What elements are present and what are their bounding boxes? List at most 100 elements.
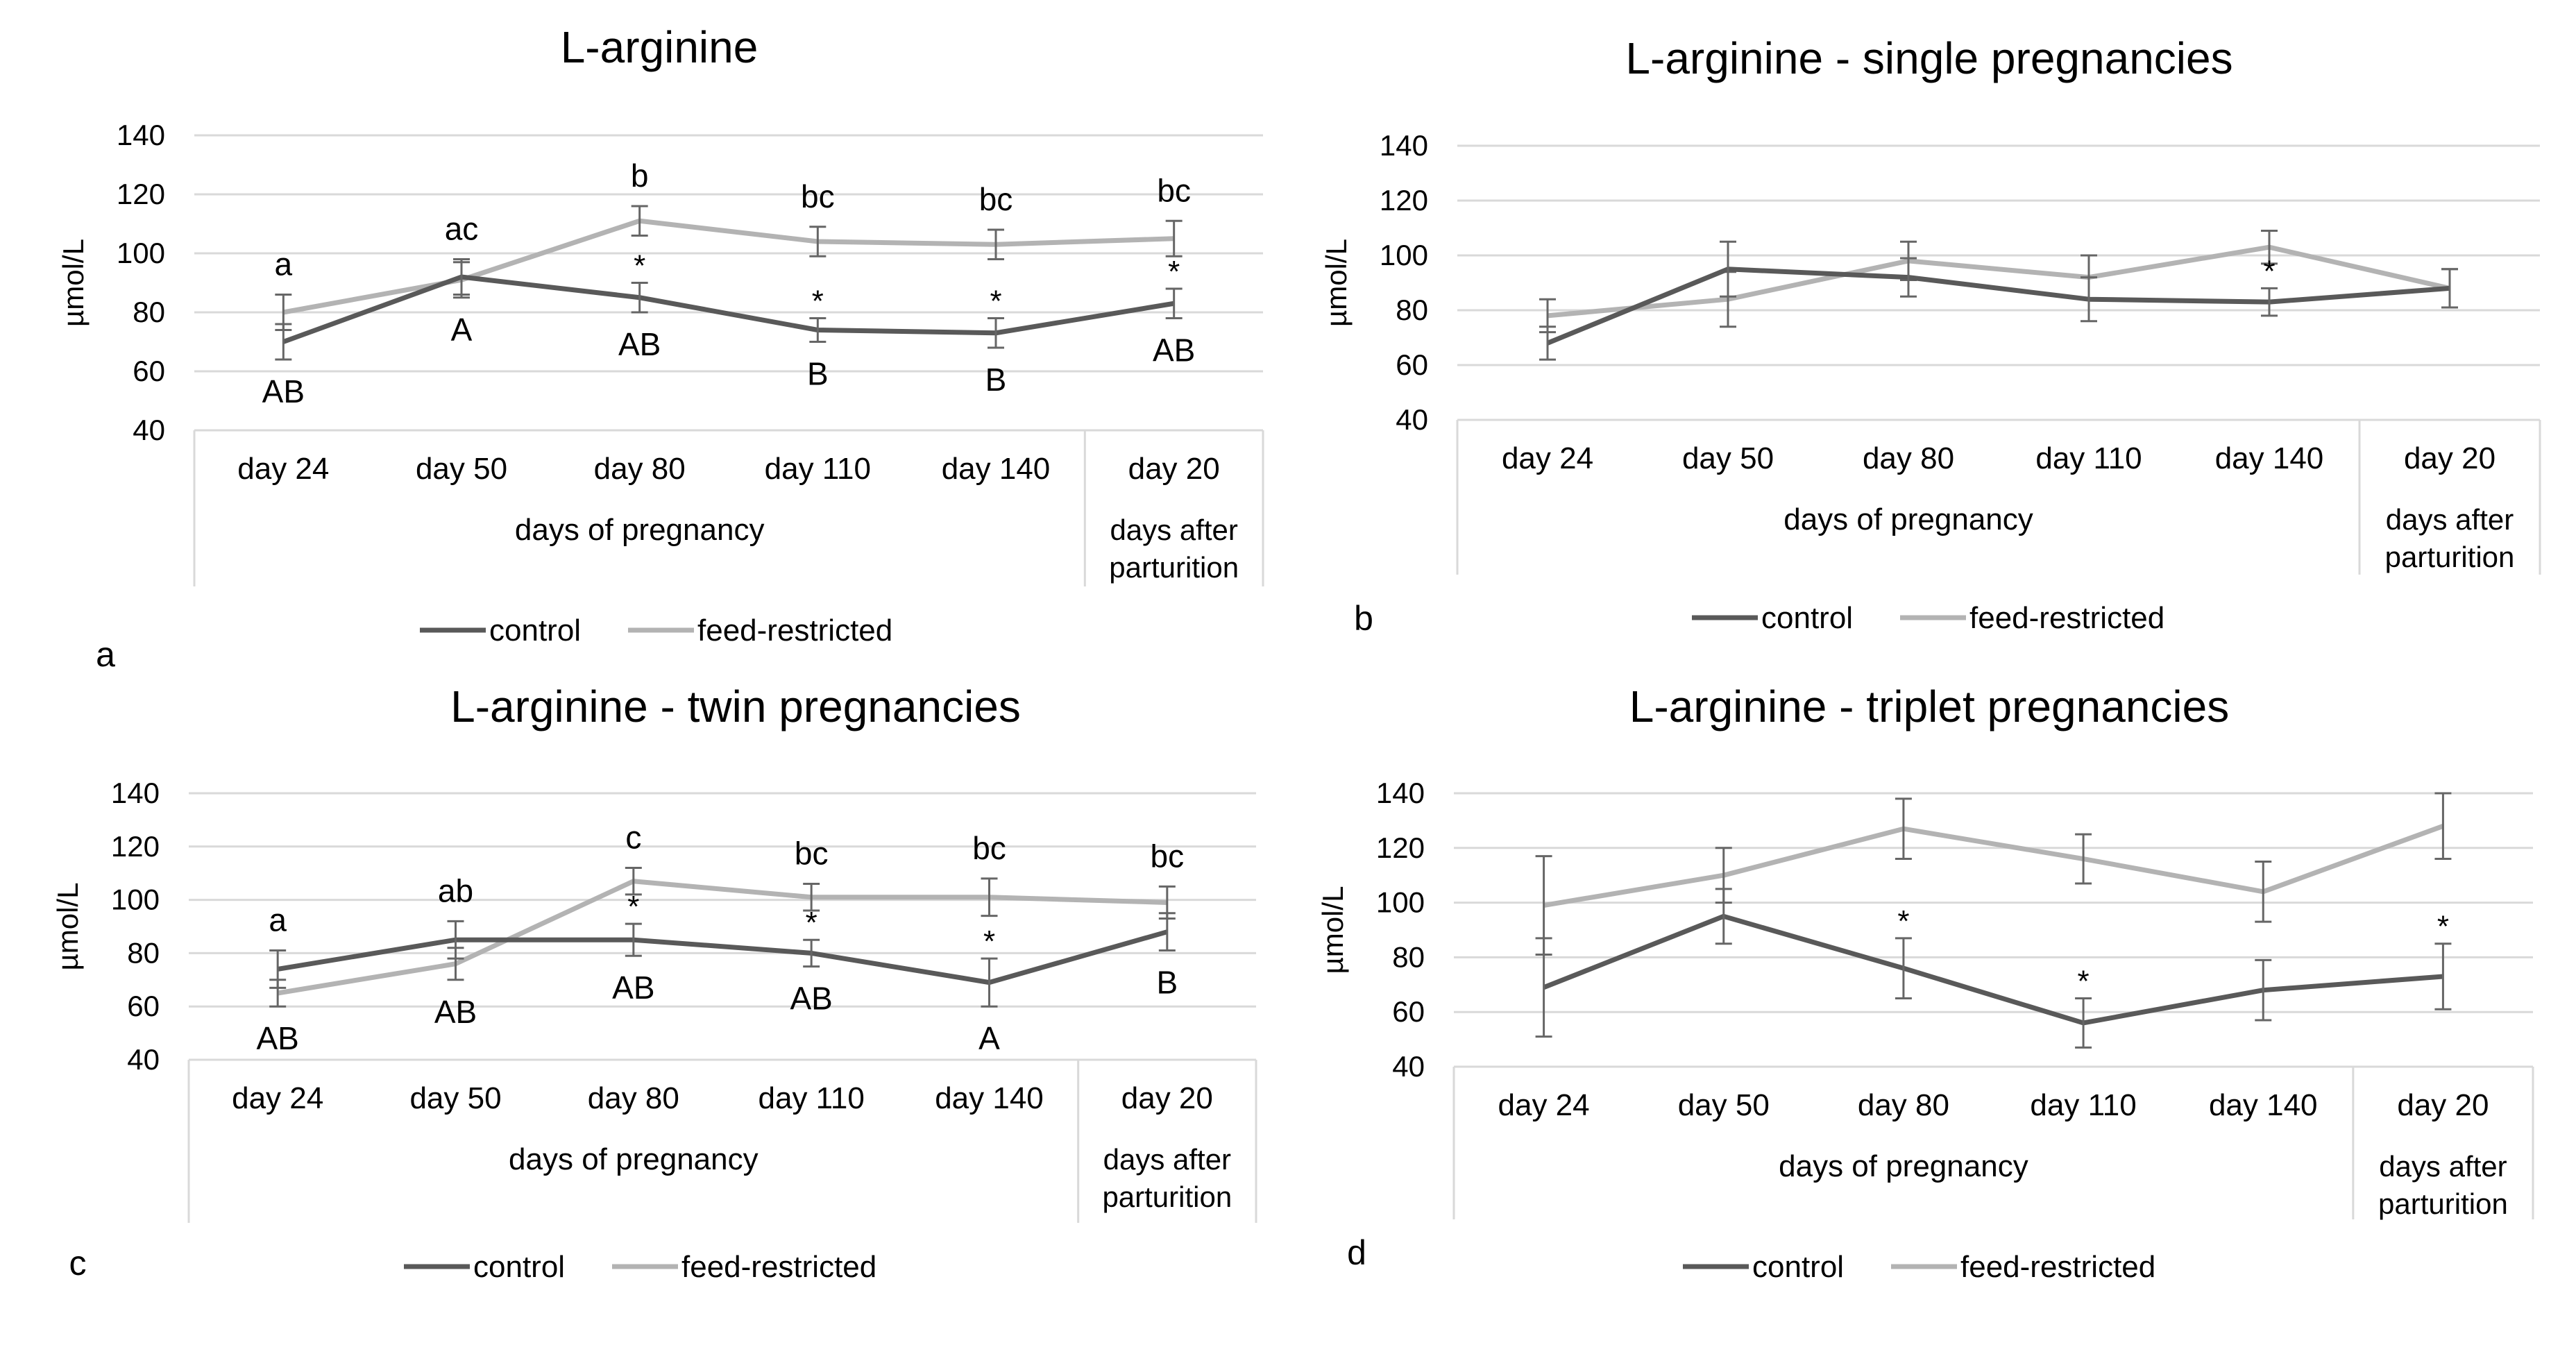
error-bar bbox=[1165, 219, 1183, 257]
series-line-control bbox=[282, 274, 1175, 344]
group-label-parturition-line1: days after bbox=[1103, 1143, 1231, 1176]
significance-asterisk: * bbox=[2078, 965, 2090, 999]
series-line-feed-restricted bbox=[1547, 244, 2450, 319]
significance-asterisk: * bbox=[627, 890, 639, 924]
significance-asterisk: * bbox=[2263, 254, 2275, 288]
error-bar bbox=[2434, 792, 2452, 861]
x-tick-label: day 80 bbox=[1863, 441, 1954, 475]
feed-restricted-annotation: ac bbox=[445, 211, 479, 247]
group-label-pregnancy: days of pregnancy bbox=[509, 1142, 759, 1176]
y-tick-label: 140 bbox=[1376, 777, 1425, 809]
error-bar bbox=[1539, 325, 1556, 361]
group-label-parturition-line2: parturition bbox=[1102, 1181, 1232, 1213]
x-tick-label: day 24 bbox=[1498, 1088, 1590, 1122]
y-tick-label: 100 bbox=[117, 237, 165, 269]
legend-label-control: control bbox=[1752, 1250, 1844, 1284]
x-tick-label: day 140 bbox=[942, 452, 1051, 486]
control-annotation: A bbox=[978, 1020, 1000, 1056]
group-label-parturition-line1: days after bbox=[2386, 503, 2514, 536]
feed-restricted-annotation: bc bbox=[979, 181, 1013, 217]
error-bar bbox=[625, 867, 642, 896]
group-label-pregnancy: days of pregnancy bbox=[1779, 1149, 2028, 1183]
significance-asterisk: * bbox=[2437, 910, 2449, 944]
panel-label: d bbox=[1347, 1233, 1366, 1272]
feed-restricted-annotation: b bbox=[631, 158, 649, 194]
significance-asterisk: * bbox=[634, 249, 645, 283]
group-label-pregnancy: days of pregnancy bbox=[515, 513, 765, 547]
error-bar bbox=[809, 226, 827, 257]
x-tick-label: day 20 bbox=[1128, 452, 1220, 486]
chart-title: L-arginine - twin pregnancies bbox=[450, 682, 1021, 731]
significance-asterisk: * bbox=[806, 906, 817, 940]
legend-label-feed-restricted: feed-restricted bbox=[1960, 1250, 2155, 1284]
panel-label: c bbox=[69, 1244, 87, 1283]
y-tick-label: 80 bbox=[1392, 940, 1425, 973]
y-tick-label: 100 bbox=[111, 883, 160, 916]
y-tick-label: 120 bbox=[111, 830, 160, 863]
error-bar bbox=[2255, 958, 2272, 1022]
x-tick-label: day 110 bbox=[765, 452, 871, 486]
control-annotation: B bbox=[1156, 965, 1178, 1001]
error-bar bbox=[988, 228, 1004, 260]
group-label-parturition-line1: days after bbox=[1110, 514, 1237, 546]
control-annotation: AB bbox=[1153, 332, 1195, 369]
y-tick-label: 60 bbox=[133, 355, 165, 387]
error-bar bbox=[803, 938, 820, 968]
error-bar bbox=[988, 317, 1004, 349]
control-annotation: AB bbox=[612, 970, 654, 1006]
error-bar bbox=[2261, 229, 2278, 265]
feed-restricted-annotation: c bbox=[625, 820, 641, 856]
legend-label-control: control bbox=[489, 614, 581, 648]
error-bar bbox=[981, 877, 998, 917]
y-tick-label: 80 bbox=[133, 296, 165, 328]
control-annotation: A bbox=[451, 312, 473, 348]
error-bar bbox=[803, 883, 820, 912]
error-bar bbox=[1895, 937, 1912, 999]
legend: control feed-restricted bbox=[404, 1250, 876, 1284]
error-bar bbox=[1895, 797, 1912, 861]
feed-restricted-annotation: bc bbox=[972, 830, 1006, 866]
series-line-control bbox=[1546, 267, 2450, 346]
group-label-pregnancy: days of pregnancy bbox=[1783, 502, 2033, 536]
feed-restricted-annotation: bc bbox=[801, 178, 835, 214]
y-tick-label: 140 bbox=[1380, 129, 1428, 162]
legend-label-control: control bbox=[473, 1250, 565, 1284]
y-axis-label: µmol/L bbox=[1316, 886, 1349, 974]
y-tick-label: 140 bbox=[117, 119, 165, 151]
error-bar bbox=[1158, 912, 1176, 952]
x-tick-label: day 20 bbox=[2404, 441, 2496, 475]
error-bar bbox=[269, 949, 287, 989]
legend: control feed-restricted bbox=[420, 614, 892, 648]
group-label-parturition-line2: parturition bbox=[1109, 551, 1239, 584]
x-tick-label: day 50 bbox=[409, 1081, 501, 1115]
y-tick-label: 40 bbox=[1392, 1050, 1425, 1083]
group-label-parturition-line2: parturition bbox=[2378, 1187, 2508, 1220]
x-tick-label: day 20 bbox=[1121, 1081, 1213, 1115]
control-annotation: B bbox=[985, 362, 1007, 398]
y-axis-label: µmol/L bbox=[57, 239, 90, 327]
error-bar bbox=[2255, 861, 2272, 923]
error-bar bbox=[631, 205, 648, 237]
error-bar bbox=[1720, 240, 1736, 298]
x-tick-label: day 50 bbox=[1678, 1088, 1770, 1122]
control-annotation: AB bbox=[618, 326, 661, 362]
error-bar bbox=[2075, 997, 2092, 1049]
x-tick-label: day 110 bbox=[2030, 1088, 2136, 1122]
significance-asterisk: * bbox=[983, 924, 995, 958]
x-tick-label: day 80 bbox=[588, 1081, 679, 1115]
chart-panel-b: L-arginine - single pregnancies 40 60 80 100… bbox=[1320, 33, 2541, 638]
error-bar bbox=[625, 922, 642, 957]
error-bar bbox=[447, 920, 464, 960]
y-tick-label: 40 bbox=[133, 414, 165, 446]
error-bar bbox=[2075, 833, 2092, 885]
x-tick-label: day 110 bbox=[759, 1081, 865, 1115]
y-axis-label: µmol/L bbox=[51, 883, 84, 971]
chart-panel-c: L-arginine - twin pregnancies 40 60 80 100 12… bbox=[51, 682, 1257, 1284]
x-tick-label: day 80 bbox=[594, 452, 686, 486]
error-bar bbox=[981, 957, 998, 1008]
series-line-control bbox=[1543, 913, 2443, 1026]
control-annotation: B bbox=[807, 356, 829, 392]
error-bar bbox=[453, 258, 470, 296]
y-tick-label: 60 bbox=[127, 990, 160, 1022]
